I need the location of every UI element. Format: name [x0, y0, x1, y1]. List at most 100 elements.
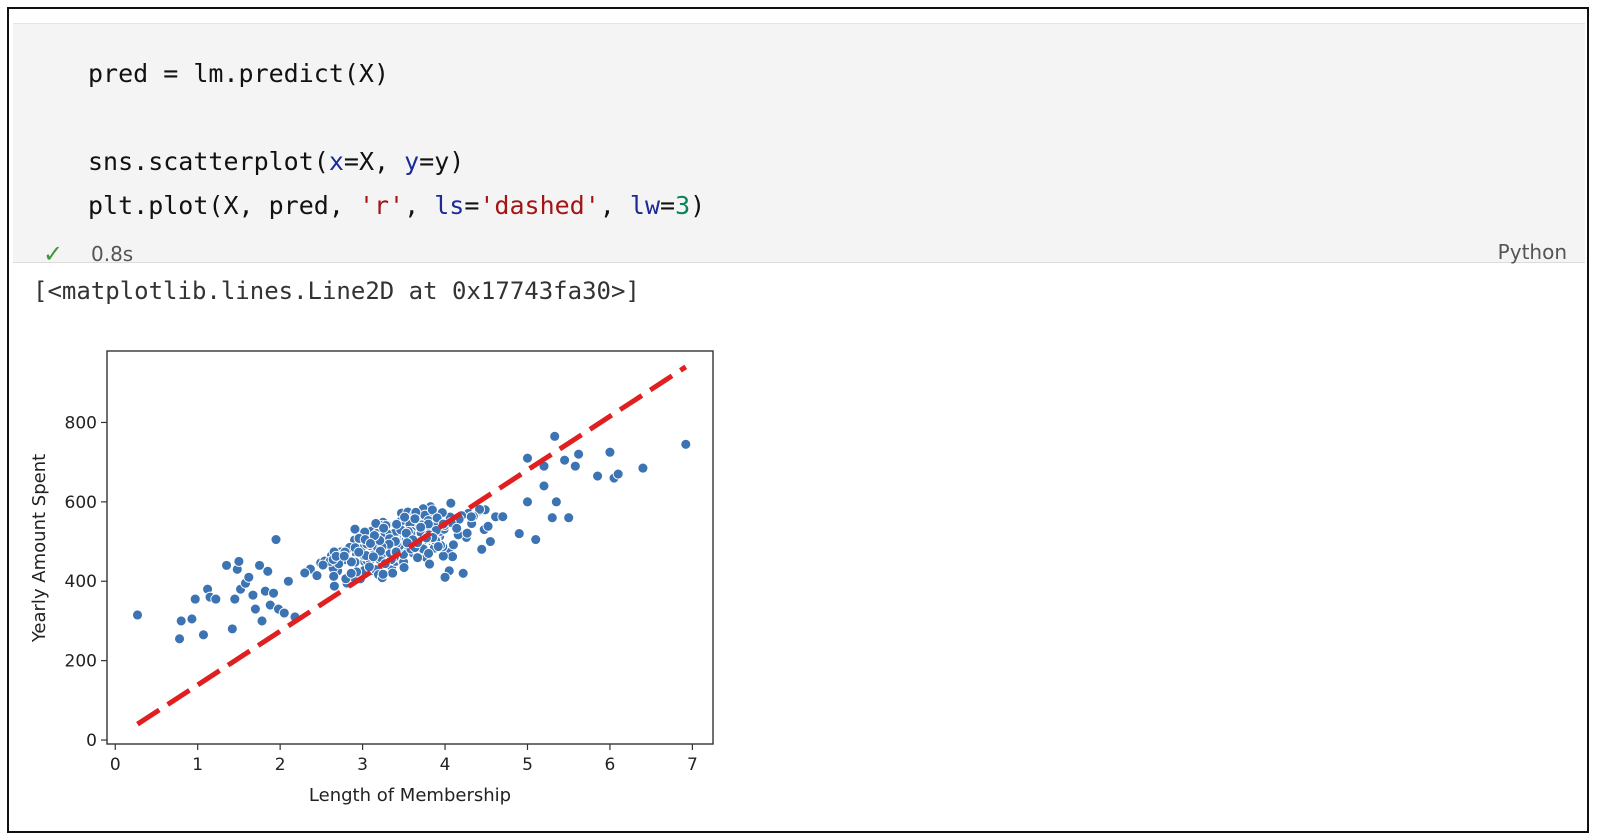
scatter-point	[132, 609, 143, 621]
scatter-point	[226, 623, 238, 635]
scatter-point	[391, 518, 403, 530]
scatter-point	[538, 480, 550, 492]
y-tick-label: 0	[86, 731, 97, 751]
scatter-point	[311, 570, 323, 582]
scatter-point	[569, 460, 581, 472]
scatter-point	[328, 570, 340, 582]
scatter-point	[604, 446, 616, 458]
scatter-plot: 0 1 2 3 4 5 6 7 0 200 400 600 800 Length of Members…	[29, 350, 714, 806]
scatter-point	[345, 556, 357, 568]
scatter-point	[367, 551, 379, 563]
x-tick-label: 3	[357, 755, 368, 775]
scatter-point	[573, 448, 585, 460]
scatter-point	[387, 567, 399, 579]
scatter-point	[482, 520, 494, 532]
notebook-frame: pred = lm.predict(X) sns.scatterplot(x=X,…	[7, 7, 1589, 833]
code-line[interactable]: pred = lm.predict(X)	[88, 59, 390, 88]
scatter-point	[451, 522, 463, 534]
scatter-point	[299, 567, 311, 579]
scatter-point	[247, 589, 259, 601]
scatter-point	[282, 575, 294, 587]
scatter-point	[412, 552, 424, 564]
code-cell[interactable]: pred = lm.predict(X) sns.scatterplot(x=X,…	[13, 23, 1585, 268]
scatter-point	[189, 593, 201, 605]
cell-status: ✓ 0.8s	[43, 240, 133, 268]
scatter-point	[175, 615, 187, 627]
scatter-point	[365, 538, 376, 549]
code-line[interactable]: plt.plot(X, pred, 'r', ls='dashed', lw=3…	[88, 191, 706, 220]
scatter-point	[370, 518, 382, 529]
scatter-point	[612, 468, 624, 480]
y-axis-label: Yearly Amount Spent	[29, 454, 50, 643]
scatter-points	[132, 430, 692, 645]
scatter-point	[262, 565, 274, 577]
scatter-point	[530, 534, 542, 546]
scatter-point	[254, 559, 265, 571]
cell-language[interactable]: Python	[1497, 240, 1567, 264]
y-tick-label: 400	[65, 572, 97, 592]
scatter-point	[243, 571, 255, 583]
scatter-point	[353, 546, 365, 558]
x-tick-label: 4	[440, 755, 451, 775]
scatter-point	[249, 603, 261, 615]
scatter-point	[457, 567, 469, 579]
regression-line	[136, 364, 688, 727]
scatter-point	[522, 452, 533, 464]
x-tick-label: 5	[522, 755, 533, 775]
x-tick-label: 7	[687, 755, 698, 775]
scatter-point	[174, 633, 186, 645]
scatter-point	[476, 543, 488, 555]
scatter-point	[447, 539, 459, 551]
execution-time: 0.8s	[91, 242, 134, 266]
scatter-point	[461, 527, 473, 539]
scatter-point	[465, 511, 477, 523]
scatter-point	[415, 521, 427, 533]
scatter-point	[423, 548, 435, 559]
x-tick-label: 1	[192, 755, 203, 775]
scatter-point	[374, 545, 386, 557]
x-tick-label: 2	[275, 755, 286, 775]
scatter-point	[349, 523, 361, 535]
code-line[interactable]	[88, 96, 705, 140]
scatter-point	[522, 496, 533, 508]
scatter-point	[432, 541, 444, 552]
scatter-point	[268, 587, 279, 599]
scatter-point	[680, 438, 692, 450]
cell-output-text: [<matplotlib.lines.Line2D at 0x17743fa30…	[33, 277, 640, 305]
x-ticks: 0 1 2 3 4 5 6 7	[110, 744, 698, 775]
y-tick-label: 600	[65, 493, 97, 513]
x-tick-label: 0	[110, 755, 121, 775]
y-ticks: 0 200 400 600 800	[65, 413, 107, 751]
scatter-point	[513, 528, 525, 540]
scatter-point	[270, 534, 282, 546]
scatter-point	[233, 555, 245, 567]
scatter-point	[377, 568, 389, 580]
scatter-point	[278, 607, 290, 619]
scatter-point	[363, 561, 375, 573]
scatter-point	[549, 430, 561, 442]
scatter-point	[409, 513, 421, 525]
scatter-point	[186, 613, 198, 625]
scatter-point	[328, 580, 340, 592]
scatter-point	[445, 497, 457, 509]
scatter-point	[426, 504, 438, 516]
code-line[interactable]: sns.scatterplot(x=X, y=y)	[88, 147, 465, 176]
scatter-point	[256, 615, 268, 627]
scatter-point	[229, 593, 241, 605]
scatter-point	[378, 522, 390, 534]
scatter-point	[546, 512, 558, 524]
x-axis-label: Length of Membership	[309, 785, 511, 806]
scatter-point	[398, 562, 410, 574]
scatter-point	[221, 559, 233, 571]
scatter-point	[317, 559, 329, 571]
x-tick-label: 6	[605, 755, 616, 775]
check-icon: ✓	[43, 240, 64, 268]
scatter-point	[559, 454, 571, 466]
y-tick-label: 200	[65, 652, 97, 672]
code-editor[interactable]: pred = lm.predict(X) sns.scatterplot(x=X,…	[88, 52, 705, 228]
y-tick-label: 800	[65, 413, 97, 433]
scatter-point	[338, 550, 350, 562]
scatter-point	[447, 551, 458, 563]
scatter-point	[210, 593, 222, 605]
scatter-point	[474, 503, 486, 515]
